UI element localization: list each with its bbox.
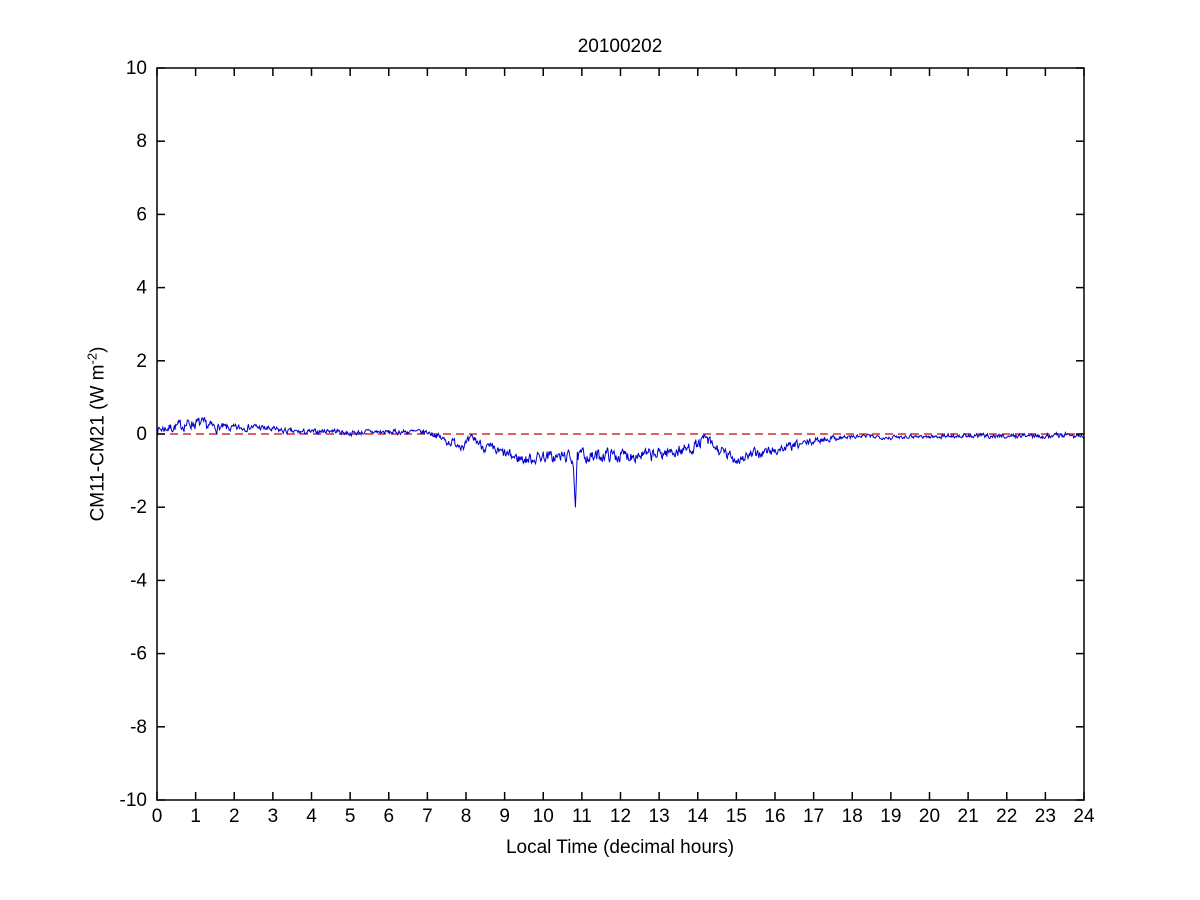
y-tick-label: -6 [130, 644, 147, 665]
x-tick-label: 3 [268, 806, 279, 827]
y-tick-label: -2 [130, 497, 147, 518]
x-tick-label: 18 [842, 806, 863, 827]
y-tick-label: 2 [136, 351, 147, 372]
x-tick-label: 0 [152, 806, 163, 827]
chart-title: 20100202 [577, 36, 663, 57]
y-tick-label: 6 [136, 204, 147, 225]
x-axis-label: Local Time (decimal hours) [505, 837, 735, 858]
y-tick-label: -8 [130, 717, 147, 738]
x-tick-label: 1 [190, 806, 201, 827]
x-tick-label: 12 [610, 806, 631, 827]
y-tick-label: 8 [136, 131, 147, 152]
x-tick-label: 6 [383, 806, 394, 827]
x-tick-label: 5 [345, 806, 356, 827]
x-tick-label: 7 [422, 806, 433, 827]
x-tick-label: 22 [996, 806, 1017, 827]
x-tick-label: 19 [880, 806, 901, 827]
x-tick-label: 4 [306, 806, 317, 827]
x-tick-label: 14 [687, 806, 709, 827]
x-tick-label: 16 [764, 806, 785, 827]
x-tick-label: 8 [461, 806, 472, 827]
x-tick-label: 9 [499, 806, 510, 827]
x-tick-label: 10 [533, 806, 554, 827]
y-tick-label: 0 [136, 424, 147, 445]
x-tick-label: 24 [1073, 806, 1095, 827]
x-tick-label: 20 [919, 806, 940, 827]
x-tick-label: 23 [1035, 806, 1056, 827]
series-line [156, 416, 1085, 508]
x-tick-label: 17 [803, 806, 824, 827]
y-tick-label: 4 [136, 278, 147, 299]
x-tick-label: 2 [229, 806, 240, 827]
x-tick-label: 13 [649, 806, 670, 827]
y-tick-label: 10 [126, 58, 147, 79]
x-tick-label: 15 [726, 806, 747, 827]
y-tick-label: -4 [130, 570, 147, 591]
x-tick-label: 21 [958, 806, 979, 827]
x-tick-label: 11 [572, 806, 592, 827]
y-tick-label: -10 [120, 790, 147, 811]
